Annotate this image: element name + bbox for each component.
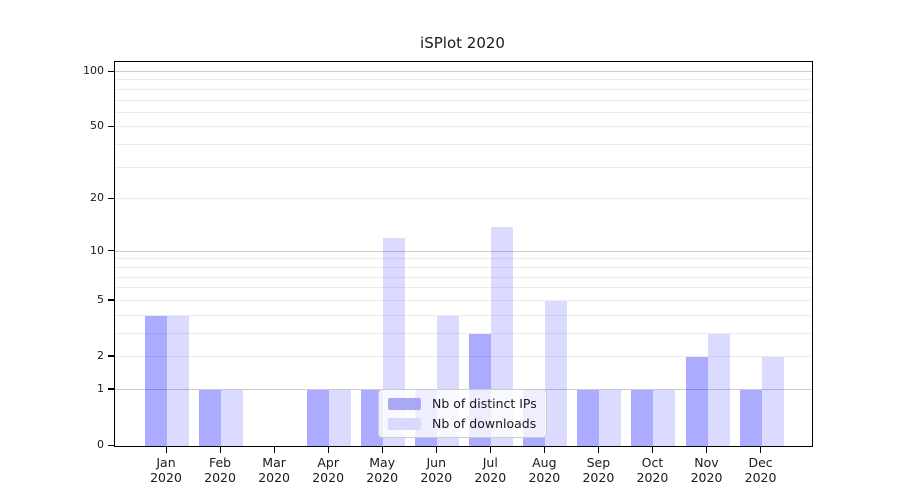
x-tick-feb — [219, 446, 221, 453]
y-tick-label-10: 10 — [90, 243, 104, 257]
gridline-minor-8 — [115, 266, 812, 268]
chart-title: iSPlot 2020 — [420, 34, 505, 52]
bar-downloads-aug — [545, 300, 568, 446]
x-tick-label-mar: Mar 2020 — [258, 455, 290, 485]
gridline-minor-40 — [115, 144, 812, 146]
y-tick-50 — [108, 125, 114, 128]
gridline-minor-80 — [115, 88, 812, 90]
gridline-minor-3 — [115, 332, 812, 334]
bar-downloads-nov — [707, 333, 730, 446]
y-tick-label-100: 100 — [83, 64, 104, 77]
gridline-minor-4 — [115, 314, 812, 316]
x-tick-apr — [327, 446, 329, 453]
x-tick-label-oct: Oct 2020 — [636, 455, 669, 485]
y-tick-1 — [108, 388, 114, 390]
x-tick-label-feb: Feb 2020 — [204, 455, 236, 485]
x-tick-label-jul: Jul 2020 — [474, 455, 507, 485]
legend-swatch-distinct-ips — [388, 397, 421, 410]
gridline-major-10 — [115, 250, 812, 252]
legend-item-distinct-ips: Nb of distinct IPs — [388, 396, 537, 411]
y-tick-label-0: 0 — [97, 438, 104, 451]
plot-area: Nb of distinct IPs Nb of downloads — [114, 61, 813, 447]
legend: Nb of distinct IPs Nb of downloads — [378, 389, 547, 438]
y-tick-0 — [108, 444, 114, 446]
bar-downloads-apr — [329, 389, 352, 446]
bar-ips-sep — [577, 389, 600, 446]
bar-ips-dec — [739, 389, 762, 446]
y-tick-10 — [108, 250, 114, 252]
x-tick-may — [381, 446, 383, 453]
x-tick-label-nov: Nov 2020 — [690, 455, 723, 485]
legend-label-downloads: Nb of downloads — [432, 416, 537, 431]
x-tick-oct — [651, 446, 654, 453]
bar-ips-oct — [631, 389, 654, 446]
legend-swatch-downloads — [388, 417, 421, 430]
bar-downloads-oct — [653, 389, 676, 446]
x-tick-label-apr: Apr 2020 — [312, 455, 345, 485]
x-tick-label-may: May 2020 — [366, 455, 399, 485]
gridline-minor-5 — [115, 299, 812, 301]
gridline-minor-50 — [115, 126, 812, 128]
x-tick-label-aug: Aug 2020 — [528, 455, 561, 485]
y-tick-100 — [108, 70, 114, 72]
bar-ips-may — [361, 389, 384, 446]
legend-item-downloads: Nb of downloads — [388, 416, 537, 431]
y-tick-label-1: 1 — [97, 381, 104, 395]
bar-downloads-feb — [221, 389, 244, 446]
legend-label-distinct-ips: Nb of distinct IPs — [432, 396, 537, 411]
gridline-minor-9 — [115, 258, 812, 260]
gridline-minor-60 — [115, 111, 812, 113]
bar-ips-nov — [685, 356, 708, 446]
bar-ips-feb — [199, 389, 222, 446]
gridline-minor-90 — [115, 79, 812, 81]
gridline-minor-70 — [115, 99, 812, 101]
gridline-minor-30 — [115, 166, 812, 168]
gridline-minor-6 — [115, 287, 812, 289]
x-tick-aug — [543, 446, 546, 453]
gridline-minor-20 — [115, 198, 812, 200]
x-tick-jul — [489, 446, 492, 453]
y-tick-label-50: 50 — [90, 119, 104, 133]
bar-downloads-dec — [761, 356, 784, 446]
bar-ips-jan — [145, 315, 167, 446]
y-tick-label-2: 2 — [97, 348, 104, 362]
x-tick-nov — [706, 446, 708, 453]
gridline-major-100 — [115, 71, 812, 72]
x-tick-label-sep: Sep 2020 — [582, 455, 615, 485]
x-tick-sep — [597, 446, 600, 453]
x-tick-label-dec: Dec 2020 — [744, 455, 777, 485]
y-tick-2 — [108, 355, 114, 357]
bar-downloads-sep — [599, 389, 622, 446]
y-tick-20 — [108, 197, 114, 200]
bar-downloads-jan — [167, 315, 189, 446]
x-tick-jun — [435, 446, 438, 453]
x-tick-mar — [273, 446, 275, 453]
gridline-minor-2 — [115, 355, 812, 357]
y-tick-label-5: 5 — [97, 292, 104, 306]
x-tick-dec — [760, 446, 762, 453]
x-tick-label-jan: Jan 2020 — [150, 455, 182, 485]
x-tick-jan — [165, 446, 167, 453]
x-tick-label-jun: Jun 2020 — [420, 455, 453, 485]
gridline-minor-7 — [115, 276, 812, 278]
bar-ips-apr — [307, 389, 330, 446]
y-tick-5 — [108, 299, 114, 301]
y-tick-label-20: 20 — [90, 191, 104, 205]
